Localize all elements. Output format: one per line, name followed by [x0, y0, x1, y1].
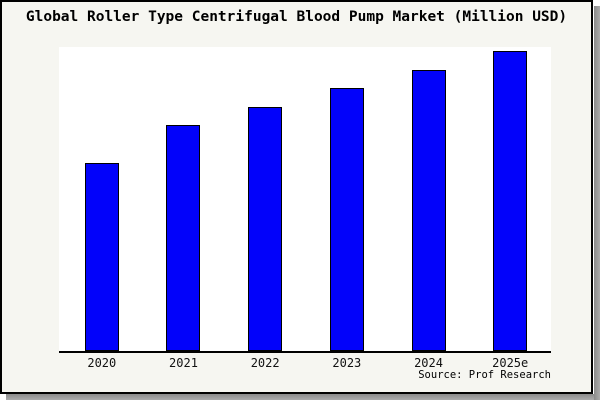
panel-shadow-bottom [6, 394, 594, 400]
bar-2024 [411, 69, 446, 351]
plot-area [59, 47, 551, 353]
bar-2025e [493, 51, 528, 351]
bar-2022 [248, 106, 283, 351]
bar-2021 [166, 125, 201, 351]
panel-shadow-right [594, 6, 600, 400]
chart-title: Global Roller Type Centrifugal Blood Pum… [25, 9, 568, 25]
x-tick-label-2022: 2022 [250, 356, 280, 370]
chart-panel: Global Roller Type Centrifugal Blood Pum… [0, 0, 593, 394]
x-tick-label-2020: 2020 [87, 356, 117, 370]
source-note: Source: Prof Research [418, 369, 551, 381]
bar-2020 [84, 162, 119, 351]
x-tick-label-2025e: 2025e [492, 356, 529, 370]
x-tick-label-2023: 2023 [332, 356, 362, 370]
x-tick-label-2024: 2024 [414, 356, 443, 370]
x-tick-label-2021: 2021 [169, 356, 198, 370]
bar-2023 [329, 87, 364, 351]
